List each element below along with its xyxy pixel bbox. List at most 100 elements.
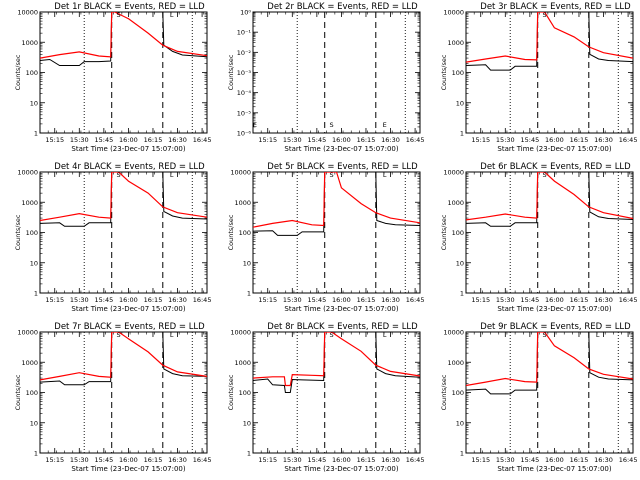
state-marker: E [253,121,257,129]
y-tick-label: 1 [460,130,464,138]
y-tick-label: 10000 [17,169,38,177]
x-tick-label: 15:30 [70,456,89,464]
y-tick-label: 10000 [230,169,251,177]
x-tick-label: 15:15 [258,136,277,144]
x-tick-label: 16:15 [570,136,589,144]
detector-panel: Det 3r BLACK = Events, RED = LLD 1 10 100 10… [440,2,637,153]
state-marker: S [330,121,334,129]
x-tick-label: 15:30 [496,136,515,144]
y-tick-label: 100 [239,229,251,237]
x-tick-label: 15:15 [471,136,490,144]
x-tick-label: 16:30 [594,296,613,304]
x-axis-label: Start Time (23-Dec-07 15:07:00) [284,465,398,473]
x-tick-label: 15:30 [283,136,302,144]
x-tick-label: 16:00 [119,136,138,144]
panel-title: Det 3r BLACK = Events, RED = LLD [480,2,631,12]
x-tick-label: 16:45 [193,136,212,144]
x-tick-label: 16:15 [144,456,163,464]
state-marker: L [170,11,174,19]
y-tick-label: 1000 [21,39,38,47]
x-axis-label: Start Time (23-Dec-07 15:07:00) [71,145,185,153]
panel-title: Det 8r BLACK = Events, RED = LLD [267,322,418,332]
x-axis-label: Start Time (23-Dec-07 15:07:00) [497,145,611,153]
x-tick-label: 15:15 [45,296,64,304]
x-tick-label: 16:30 [381,136,400,144]
y-tick-label: 1000 [21,199,38,207]
x-tick-label: 15:30 [70,136,89,144]
x-tick-label: 16:15 [357,456,376,464]
detector-panel: Det 2r BLACK = Events, RED = LLD 10⁻⁶ 10⁻⁵… [227,2,424,153]
x-tick-label: 16:45 [406,456,425,464]
y-axis-label: Counts/sec [14,374,22,410]
y-tick-label: 10⁻² [237,49,252,57]
x-tick-label: 15:30 [70,296,89,304]
y-tick-label: 10⁻³ [237,69,252,77]
x-axis-label: Start Time (23-Dec-07 15:07:00) [497,305,611,313]
y-tick-label: 1000 [234,199,251,207]
events-series-line [253,172,420,236]
events-series-line [466,172,633,227]
x-axis-label: Start Time (23-Dec-07 15:07:00) [497,465,611,473]
y-axis-label: Counts/sec [14,214,22,250]
events-series-line [253,332,420,393]
y-axis-label: Counts/sec [440,54,448,90]
y-tick-label: 10000 [443,169,464,177]
panel-title: Det 2r BLACK = Events, RED = LLD [267,2,418,12]
x-axis-label: Start Time (23-Dec-07 15:07:00) [284,305,398,313]
x-tick-label: 15:30 [283,296,302,304]
y-tick-label: 1 [460,290,464,298]
y-tick-label: 1 [460,450,464,458]
x-tick-label: 16:45 [619,456,638,464]
events-series-line [466,332,633,395]
x-tick-label: 16:30 [168,296,187,304]
x-axis-label: Start Time (23-Dec-07 15:07:00) [71,465,185,473]
y-axis-label: Counts/sec [440,214,448,250]
lld-series-line [253,332,420,387]
x-tick-label: 15:15 [45,136,64,144]
state-marker: L [383,171,387,179]
x-tick-label: 16:45 [619,136,638,144]
y-tick-label: 100 [239,389,251,397]
detector-panel: Det 9r BLACK = Events, RED = LLD 1 10 100 10… [440,322,637,473]
y-tick-label: 100 [452,69,464,77]
lld-series-line [466,172,633,221]
x-tick-label: 16:15 [570,456,589,464]
lld-series-line [253,172,420,228]
x-tick-label: 16:30 [381,296,400,304]
state-marker: L [596,11,600,19]
y-axis-label: Counts/sec [227,214,235,250]
x-tick-label: 16:00 [332,136,351,144]
y-tick-label: 1000 [21,359,38,367]
state-marker: S [330,331,334,339]
x-tick-label: 15:15 [258,456,277,464]
x-tick-label: 16:15 [144,296,163,304]
y-tick-label: 10000 [443,329,464,337]
x-tick-label: 16:00 [545,136,564,144]
x-tick-label: 15:45 [520,136,539,144]
y-tick-label: 1000 [447,199,464,207]
panel-title: Det 4r BLACK = Events, RED = LLD [54,162,205,172]
panel-title: Det 9r BLACK = Events, RED = LLD [480,322,631,332]
panels: Det 1r BLACK = Events, RED = LLD 1 10 100 10… [14,2,637,473]
x-tick-label: 15:30 [283,456,302,464]
y-tick-label: 10⁻¹ [237,29,252,37]
y-tick-label: 10 [243,419,251,427]
x-tick-label: 15:45 [94,456,113,464]
state-marker: S [117,331,121,339]
events-series-line [466,12,633,71]
y-axis-label: Counts/sec [227,54,235,90]
y-tick-label: 10 [456,99,464,107]
y-tick-label: 10 [243,259,251,267]
lld-series-line [466,12,633,63]
lld-series-line [40,12,207,59]
state-marker: L [170,171,174,179]
y-tick-label: 1000 [234,359,251,367]
y-tick-label: 1 [34,290,38,298]
events-series-line [40,172,207,227]
x-tick-label: 16:00 [545,456,564,464]
y-tick-label: 1 [34,130,38,138]
x-tick-label: 15:45 [307,296,326,304]
x-tick-label: 16:15 [570,296,589,304]
y-tick-label: 10 [30,99,38,107]
